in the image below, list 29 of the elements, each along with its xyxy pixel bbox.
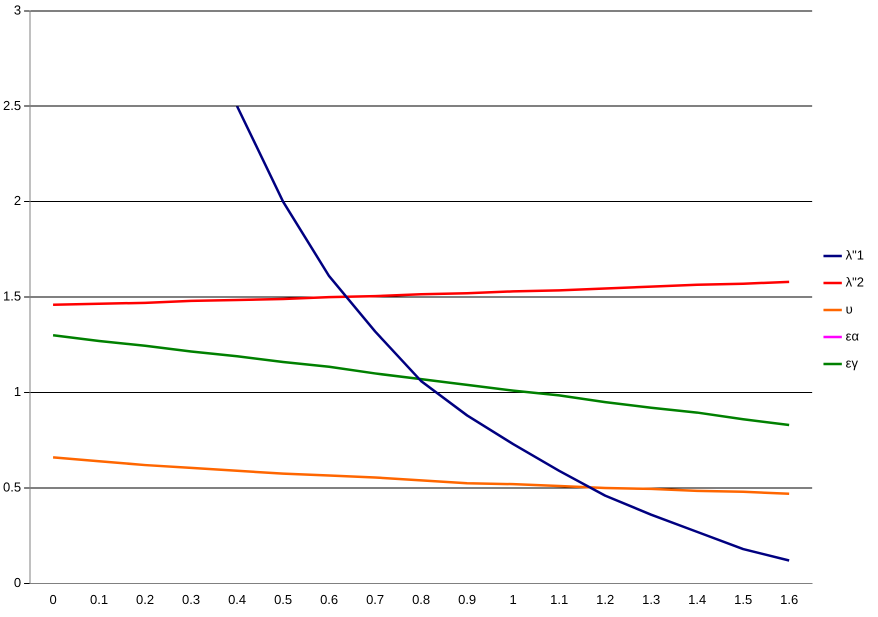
y-tick-label: 1 xyxy=(14,384,22,400)
x-tick-label: 0.4 xyxy=(228,592,246,607)
x-tick-label: 0.6 xyxy=(320,592,338,607)
x-tick-label: 1.2 xyxy=(596,592,614,607)
legend-label: εγ xyxy=(846,356,858,371)
y-tick-label: 2.5 xyxy=(2,98,22,113)
x-tick-label: 1.4 xyxy=(688,592,706,607)
x-tick-label: 0.2 xyxy=(136,592,154,607)
x-tick-label: 0.9 xyxy=(458,592,476,607)
y-tick-label: 2 xyxy=(14,193,22,208)
y-tick-label: 0 xyxy=(14,574,22,590)
x-tick-label: 1.5 xyxy=(734,592,752,607)
legend-label: υ xyxy=(846,302,853,317)
x-tick-label: 0.3 xyxy=(182,592,200,607)
x-tick-label: 0.1 xyxy=(90,592,108,607)
x-tick-label: 1.3 xyxy=(642,592,660,607)
x-tick-label: 0 xyxy=(49,592,57,607)
x-tick-label: 0.7 xyxy=(366,592,384,607)
y-tick-label: 0.5 xyxy=(2,480,22,495)
x-tick-label: 0.8 xyxy=(412,592,430,607)
y-tick-label: 1.5 xyxy=(2,288,22,304)
y-tick-label: 3 xyxy=(14,2,22,18)
legend-label: εα xyxy=(846,328,860,344)
legend-label: λ"2 xyxy=(846,274,864,290)
x-tick-label: 1.1 xyxy=(550,592,568,607)
x-tick-label: 1.6 xyxy=(780,592,798,607)
legend-label: λ"1 xyxy=(846,248,864,263)
x-tick-label: 0.5 xyxy=(274,592,292,607)
x-tick-label: 1 xyxy=(510,592,517,607)
